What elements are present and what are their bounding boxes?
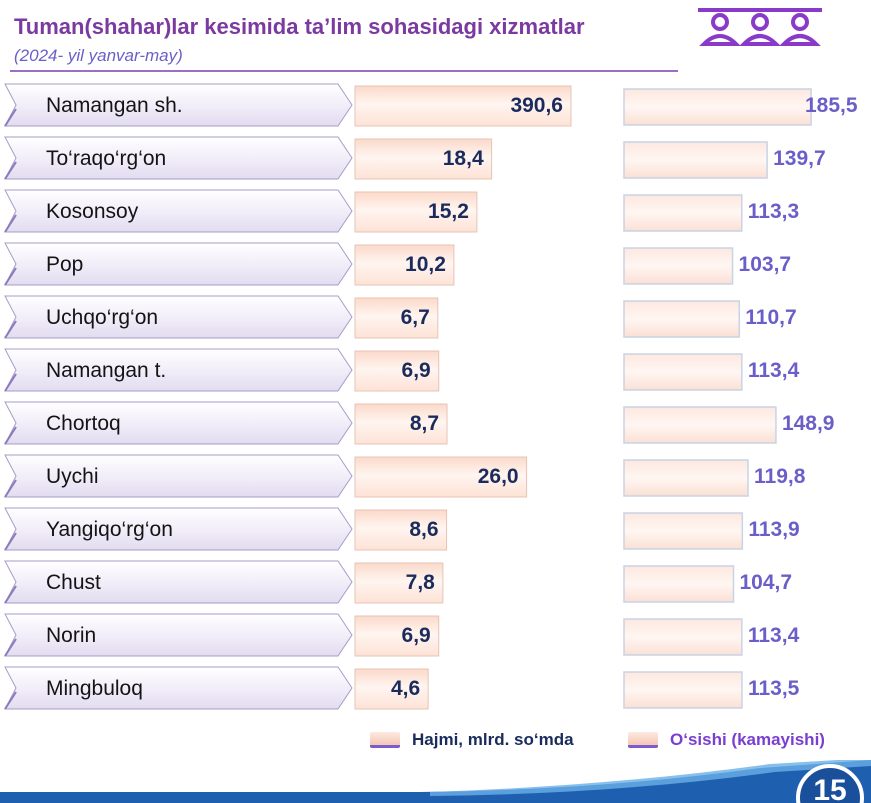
- volume-bar: [354, 456, 528, 498]
- growth-bar: [623, 353, 743, 391]
- volume-bar: [354, 85, 572, 127]
- category-label: Namangan t.: [46, 359, 166, 382]
- growth-bar: [623, 618, 743, 656]
- category-label-bar: [4, 189, 353, 233]
- category-label: Kosonsoy: [46, 200, 139, 223]
- growth-bar: [623, 247, 734, 285]
- volume-value-label: 6,9: [402, 359, 431, 382]
- growth-value-label: 113,5: [748, 677, 800, 700]
- volume-bar: [354, 615, 440, 657]
- growth-bar: [623, 671, 743, 709]
- volume-bar: [354, 403, 448, 445]
- legend-volume-label: Hajmi, mlrd. so‘mda: [412, 730, 574, 749]
- growth-bar: [623, 512, 744, 550]
- category-label-shadow: [4, 161, 17, 180]
- volume-bar: [354, 562, 444, 604]
- legend-volume: Hajmi, mlrd. so‘mda: [370, 730, 574, 750]
- category-label-bar: [4, 454, 353, 498]
- growth-bar: [623, 194, 743, 232]
- volume-bar: [354, 297, 439, 339]
- category-label-bar: [4, 560, 353, 604]
- legend-growth: O‘sishi (kamayishi): [628, 730, 825, 750]
- volume-value-label: 4,6: [391, 677, 420, 700]
- category-label-shadow: [4, 108, 17, 127]
- people-group-icon: [698, 8, 822, 46]
- growth-bar: [623, 300, 741, 338]
- legend-growth-swatch: [628, 732, 658, 748]
- growth-value-label: 110,7: [745, 306, 796, 329]
- volume-value-label: 390,6: [510, 94, 563, 117]
- category-label: To‘raqo‘rg‘on: [46, 147, 166, 170]
- category-label-shadow: [4, 373, 17, 392]
- volume-bar: [354, 509, 448, 551]
- growth-bar: [623, 565, 735, 603]
- category-label: Mingbuloq: [46, 677, 143, 700]
- category-label-shadow: [4, 426, 17, 445]
- category-label-bar: [4, 348, 353, 392]
- growth-value-label: 113,3: [748, 200, 799, 223]
- page-number: 15: [813, 774, 846, 803]
- category-label-shadow: [4, 691, 17, 710]
- chart-subtitle: (2024- yil yanvar-may): [14, 46, 183, 65]
- category-label-shadow: [4, 214, 17, 233]
- growth-value-label: 185,5: [805, 94, 858, 117]
- growth-value-label: 119,8: [754, 465, 806, 488]
- category-label: Uchqo‘rg‘on: [46, 306, 158, 329]
- category-label-bar: [4, 295, 353, 339]
- growth-value-label: 104,7: [740, 571, 793, 594]
- category-label: Chust: [46, 571, 101, 594]
- growth-bar: [623, 141, 768, 179]
- volume-bar: [354, 191, 478, 233]
- category-label-bar: [4, 242, 353, 286]
- volume-value-label: 6,9: [402, 624, 431, 647]
- category-label-shadow: [4, 479, 17, 498]
- category-label-shadow: [4, 638, 17, 657]
- volume-bar: [354, 350, 440, 392]
- volume-value-label: 6,7: [401, 306, 430, 329]
- volume-value-label: 18,4: [443, 147, 484, 170]
- category-label: Namangan sh.: [46, 94, 183, 117]
- volume-value-label: 8,7: [410, 412, 439, 435]
- category-label-bar: [4, 83, 353, 127]
- volume-value-label: 10,2: [405, 253, 446, 276]
- growth-bar: [623, 88, 812, 126]
- volume-bar: [354, 244, 455, 286]
- volume-bar: [354, 138, 493, 180]
- category-label-bar: [4, 666, 353, 710]
- category-label-shadow: [4, 532, 17, 551]
- category-label-shadow: [4, 320, 17, 339]
- volume-value-label: 8,6: [409, 518, 438, 541]
- category-label-shadow: [4, 585, 17, 604]
- category-label: Norin: [46, 624, 96, 647]
- growth-value-label: 113,4: [748, 359, 800, 382]
- title-divider: [10, 70, 678, 72]
- legend-growth-label: O‘sishi (kamayishi): [670, 730, 825, 749]
- volume-value-label: 15,2: [428, 200, 469, 223]
- volume-value-label: 7,8: [406, 571, 436, 594]
- volume-value-label: 26,0: [478, 465, 519, 488]
- legend-volume-swatch: [370, 732, 400, 748]
- growth-bar: [623, 406, 777, 444]
- category-label: Chortoq: [46, 412, 121, 435]
- chart-title: Tuman(shahar)lar kesimida ta’lim sohasid…: [14, 14, 585, 39]
- page-number-badge: 15: [796, 764, 864, 803]
- category-label-bar: [4, 507, 353, 551]
- volume-bar: [354, 668, 429, 710]
- growth-value-label: 103,7: [739, 253, 792, 276]
- category-label-bar: [4, 401, 353, 445]
- category-label-bar: [4, 136, 353, 180]
- growth-value-label: 113,4: [748, 624, 800, 647]
- category-label: Pop: [46, 253, 83, 276]
- growth-bar: [623, 459, 749, 497]
- growth-value-label: 148,9: [782, 412, 835, 435]
- growth-value-label: 139,7: [773, 147, 826, 170]
- footer-band: [0, 760, 871, 803]
- category-label: Uychi: [46, 465, 99, 488]
- category-label-bar: [4, 613, 353, 657]
- growth-value-label: 113,9: [748, 518, 799, 541]
- legend: Hajmi, mlrd. so‘mda O‘sishi (kamayishi): [370, 730, 870, 754]
- category-label: Yangiqo‘rg‘on: [46, 518, 173, 541]
- category-label-shadow: [4, 267, 17, 286]
